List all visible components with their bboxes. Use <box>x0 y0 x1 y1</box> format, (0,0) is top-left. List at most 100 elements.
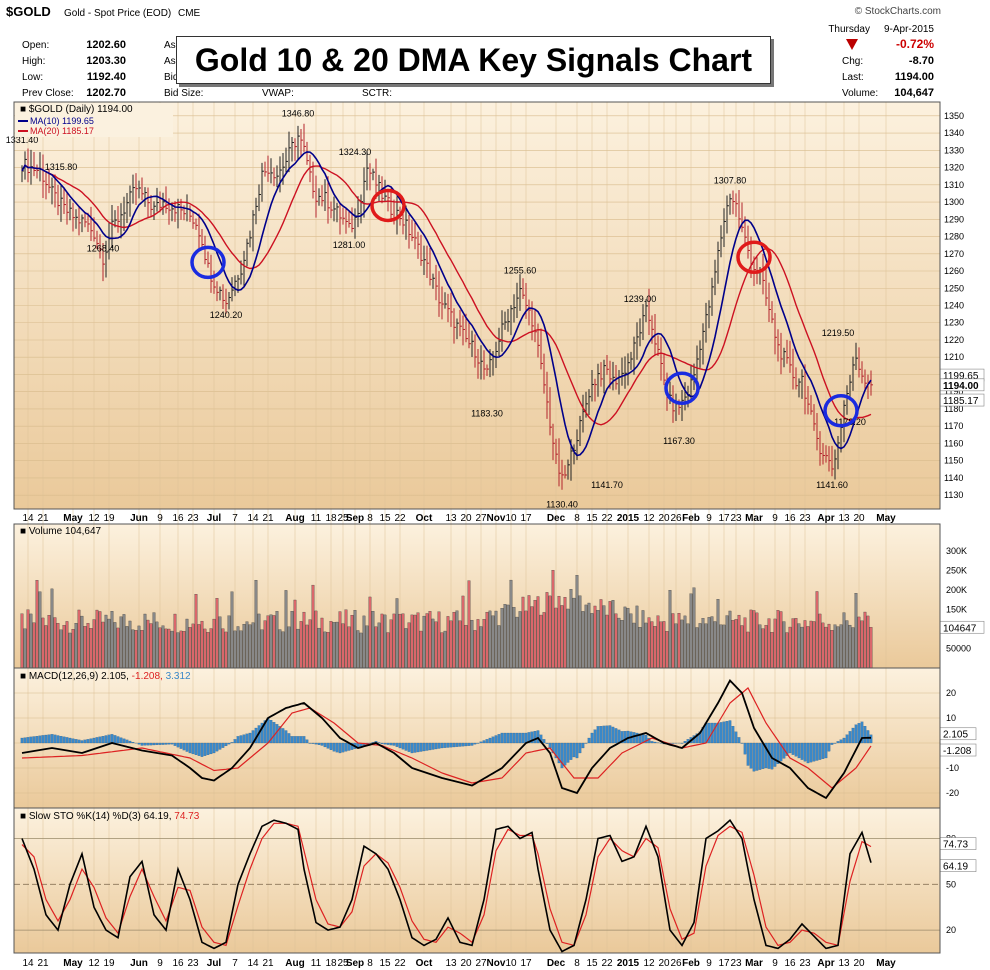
volume-bar <box>803 620 807 669</box>
volume-bar <box>731 620 735 669</box>
volume-bar <box>770 632 774 669</box>
x-axis-strip-top <box>14 509 940 524</box>
volume-bar <box>311 584 315 669</box>
volume-bar <box>74 623 78 669</box>
macd-hist-bar <box>530 731 534 744</box>
volume-bar <box>584 604 588 669</box>
volume-bar <box>272 615 276 669</box>
x-tick-label: 17 <box>520 958 532 969</box>
macd-hist-bar <box>188 742 192 754</box>
volume-bar <box>407 622 411 669</box>
volume-bar <box>665 631 669 669</box>
macd-hist-bar <box>23 737 27 744</box>
price-bars: 1331.40 1315.80 1268.40 1240.20 1346.80 1324.… <box>6 108 873 510</box>
macd-hist-bar <box>836 741 840 744</box>
macd-hist-bar <box>455 742 459 747</box>
volume-bar <box>263 620 267 669</box>
volume-bar <box>854 593 858 669</box>
volume-bar <box>689 593 693 669</box>
price-tick-label: 1340 <box>944 128 964 138</box>
x-tick-label: 15 <box>586 513 598 524</box>
volume-bar <box>242 624 246 669</box>
volume-bar <box>851 627 855 669</box>
macd-hist-bar <box>581 742 585 749</box>
volume-bar <box>476 619 480 669</box>
macd-hist-bar <box>644 734 648 744</box>
x-tick-label: 23 <box>730 513 742 524</box>
macd-hist-bar <box>242 734 246 744</box>
volume-bar <box>428 611 432 669</box>
volume-bars <box>20 570 873 669</box>
macd-hist-bar <box>548 742 552 749</box>
volume-bar <box>326 632 330 669</box>
price-tick-label: 1310 <box>944 180 964 190</box>
volume-bar <box>752 610 756 669</box>
volume-bar <box>389 619 393 669</box>
macd-hist-bar <box>605 725 609 744</box>
macd-hist-bar <box>281 728 285 744</box>
volume-bar <box>104 614 108 669</box>
volume-bar <box>590 613 594 669</box>
price-tick-label: 1240 <box>944 301 964 311</box>
volume-bar <box>833 624 837 669</box>
x-tick-label: Jun <box>130 958 148 969</box>
macd-hist-bar <box>293 736 297 744</box>
volume-bar <box>743 617 747 669</box>
volume-bar <box>92 619 96 669</box>
macd-hist-bar <box>680 742 684 744</box>
volume-bar <box>23 628 27 669</box>
volume-bar <box>218 616 222 669</box>
volume-bar <box>728 610 732 669</box>
x-tick-label: 14 <box>247 958 259 969</box>
macd-hist-bar <box>776 742 780 764</box>
volume-bar <box>518 611 522 669</box>
volume-bar <box>641 610 645 669</box>
volume-bar <box>113 622 117 669</box>
price-tick-label: 1230 <box>944 318 964 328</box>
x-tick-label: Sep <box>346 958 364 969</box>
price-tick-label: 1260 <box>944 266 964 276</box>
macd-tick-label: -10 <box>946 763 959 773</box>
macd-hist-bar <box>563 742 567 766</box>
x-tick-label: Nov <box>487 513 506 524</box>
macd-legend: ■ MACD(12,26,9) 2.105, -1.208, 3.312 <box>20 671 191 682</box>
macd-hist-bar <box>653 741 657 744</box>
macd-tick-label: 20 <box>946 688 956 698</box>
volume-bar <box>797 623 801 669</box>
volume-bar <box>575 575 579 669</box>
volume-bar <box>737 614 741 669</box>
macd-hist-bar <box>158 742 162 745</box>
x-tick-label: Oct <box>416 513 433 524</box>
volume-bar <box>623 606 627 669</box>
volume-bar <box>836 626 840 669</box>
x-tick-label: 9 <box>706 513 712 524</box>
price-tick-label: 1150 <box>944 456 963 466</box>
volume-bar <box>749 609 753 669</box>
volume-bar <box>134 630 138 669</box>
volume-bar <box>329 621 333 669</box>
exchange: CME <box>178 8 201 19</box>
x-tick-label: 12 <box>88 513 100 524</box>
volume-bar <box>200 620 204 669</box>
price-tick-label: 1250 <box>944 283 964 293</box>
macd-hist-bar <box>590 732 594 744</box>
x-tick-label: Feb <box>682 513 700 524</box>
macd-hist-bar <box>296 736 300 744</box>
price-tick-label: 1130 <box>944 490 963 500</box>
volume-bar <box>527 595 531 669</box>
price-annotation: 1281.00 <box>333 240 366 250</box>
macd-hist-bar <box>338 742 342 754</box>
macd-hist-bar <box>509 732 513 744</box>
volume-bar <box>530 606 534 669</box>
volume-bar <box>164 628 168 669</box>
x-tick-label: 16 <box>172 958 184 969</box>
x-tick-label: 15 <box>379 958 391 969</box>
volume-bar <box>680 619 684 669</box>
x-tick-label: May <box>876 958 896 969</box>
volume-bar <box>215 598 219 669</box>
x-tick-label: 8 <box>367 958 373 969</box>
price-tick-label: 1300 <box>944 197 964 207</box>
volume-bar <box>257 613 261 669</box>
macd-hist-bar <box>182 742 186 751</box>
volume-bar <box>866 615 870 669</box>
